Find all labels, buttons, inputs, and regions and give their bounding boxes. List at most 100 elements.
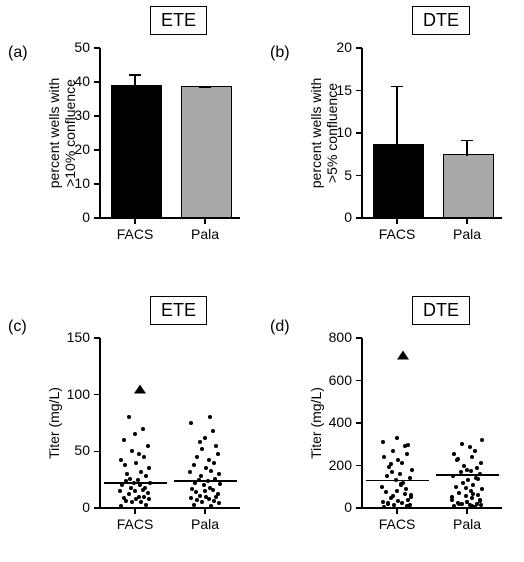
y-tick bbox=[94, 149, 100, 151]
y-tick bbox=[356, 337, 362, 339]
scatter-point bbox=[466, 478, 470, 482]
x-tick bbox=[134, 218, 136, 224]
x-tick bbox=[134, 508, 136, 514]
scatter-point bbox=[380, 485, 384, 489]
scatter-point bbox=[391, 449, 395, 453]
scatter-point bbox=[146, 444, 150, 448]
scatter-point bbox=[211, 429, 215, 433]
scatter-point bbox=[142, 455, 146, 459]
scatter-point bbox=[120, 483, 124, 487]
scatter-point bbox=[216, 492, 220, 496]
scatter-point bbox=[216, 452, 220, 456]
scatter-point bbox=[195, 455, 199, 459]
bar bbox=[373, 144, 424, 218]
scatter-point bbox=[391, 494, 395, 498]
scatter-point bbox=[396, 499, 400, 503]
y-tick bbox=[94, 81, 100, 83]
scatter-point bbox=[478, 498, 482, 502]
scatter-point bbox=[188, 470, 192, 474]
panel-b-title: DTE bbox=[412, 6, 470, 35]
scatter-point bbox=[198, 440, 202, 444]
scatter-point bbox=[190, 487, 194, 491]
scatter-point bbox=[395, 436, 399, 440]
scatter-point bbox=[381, 440, 385, 444]
scatter-point bbox=[127, 415, 131, 419]
x-cat-label: Pala bbox=[453, 516, 481, 532]
scatter-point bbox=[189, 421, 193, 425]
scatter-point bbox=[203, 436, 207, 440]
scatter-point bbox=[400, 461, 404, 465]
y-tick bbox=[356, 132, 362, 134]
scatter-point bbox=[137, 495, 141, 499]
panel-a-title: ETE bbox=[150, 6, 207, 35]
scatter-point bbox=[200, 500, 204, 504]
scatter-point bbox=[195, 498, 199, 502]
scatter-point bbox=[127, 492, 131, 496]
scatter-point bbox=[129, 486, 133, 490]
scatter-point bbox=[198, 494, 202, 498]
y-tick bbox=[356, 507, 362, 509]
x-cat-label: FACS bbox=[379, 226, 416, 242]
scatter-point bbox=[459, 470, 463, 474]
panel-a: (a) ETE 01020304050percent wells with >1… bbox=[0, 0, 262, 280]
scatter-point bbox=[130, 449, 134, 453]
x-tick bbox=[466, 508, 468, 514]
scatter-point bbox=[470, 455, 474, 459]
scatter-point bbox=[398, 472, 402, 476]
scatter-point bbox=[208, 486, 212, 490]
y-tick bbox=[356, 47, 362, 49]
scatter-point bbox=[203, 489, 207, 493]
scatter-point bbox=[119, 504, 123, 508]
y-axis-title: percent wells with >5% confluence bbox=[308, 48, 340, 218]
scatter-point bbox=[146, 491, 150, 495]
y-axis-title: percent wells with >10% confluence bbox=[46, 48, 78, 218]
errorbar-cap bbox=[129, 74, 141, 76]
scatter-point bbox=[461, 481, 465, 485]
x-tick bbox=[204, 218, 206, 224]
scatter-point bbox=[456, 457, 460, 461]
scatter-point bbox=[209, 469, 213, 473]
scatter-point bbox=[139, 470, 143, 474]
scatter-point bbox=[471, 492, 475, 496]
scatter-point bbox=[452, 452, 456, 456]
panel-d-label: (d) bbox=[270, 318, 290, 336]
scatter-point bbox=[471, 483, 475, 487]
scatter-point bbox=[385, 474, 389, 478]
scatter-point bbox=[408, 503, 412, 507]
scatter-point bbox=[384, 490, 388, 494]
scatter-point bbox=[122, 438, 126, 442]
scatter-point bbox=[470, 504, 474, 508]
scatter-point bbox=[142, 495, 146, 499]
y-tick bbox=[94, 115, 100, 117]
y-tick bbox=[94, 394, 100, 396]
scatter-point bbox=[392, 503, 396, 507]
y-tick bbox=[356, 175, 362, 177]
scatter-point bbox=[382, 455, 386, 459]
panel-b-plot: 05101520percent wells with >5% confluenc… bbox=[362, 48, 502, 218]
x-tick bbox=[204, 508, 206, 514]
scatter-point bbox=[130, 500, 134, 504]
scatter-point bbox=[476, 477, 480, 481]
scatter-point bbox=[202, 483, 206, 487]
median-line bbox=[366, 480, 429, 482]
scatter-point bbox=[410, 468, 414, 472]
scatter-point bbox=[147, 466, 151, 470]
scatter-point bbox=[141, 427, 145, 431]
scatter-point bbox=[480, 487, 484, 491]
scatter-point bbox=[468, 445, 472, 449]
scatter-point bbox=[144, 474, 148, 478]
scatter-point bbox=[204, 466, 208, 470]
x-cat-label: Pala bbox=[453, 226, 481, 242]
scatter-point bbox=[193, 481, 197, 485]
y-axis bbox=[99, 338, 101, 508]
median-line bbox=[436, 474, 499, 476]
y-axis-title: Titer (mg/L) bbox=[46, 338, 62, 508]
bar bbox=[443, 154, 494, 218]
scatter-point bbox=[465, 500, 469, 504]
scatter-point bbox=[473, 449, 477, 453]
panel-d-title: DTE bbox=[412, 296, 470, 325]
scatter-point bbox=[475, 466, 479, 470]
scatter-point bbox=[138, 483, 142, 487]
scatter-point bbox=[133, 489, 137, 493]
scatter-point bbox=[470, 496, 474, 500]
